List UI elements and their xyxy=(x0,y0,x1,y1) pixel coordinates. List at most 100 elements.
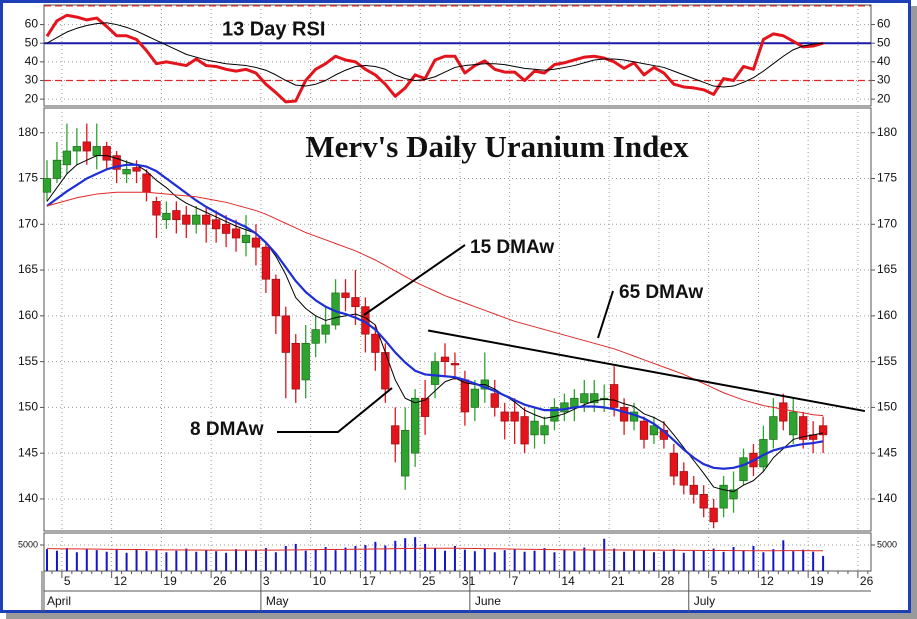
volume-bar xyxy=(623,551,626,571)
y-tick-label: 30 xyxy=(877,73,891,87)
candle-body xyxy=(689,484,698,495)
volume-bar xyxy=(175,550,178,571)
volume-bar xyxy=(563,549,566,571)
y-tick-label: 5000 xyxy=(877,539,897,549)
candle-body xyxy=(391,425,400,445)
volume-bar xyxy=(414,537,417,571)
candle-body xyxy=(799,416,808,440)
y-tick-label: 170 xyxy=(18,216,38,230)
volume-bar xyxy=(374,541,377,571)
y-tick-label: 140 xyxy=(877,491,897,505)
candle-body xyxy=(609,384,619,408)
volume-bar xyxy=(46,549,48,571)
volume-bar xyxy=(652,552,655,571)
volume-bar xyxy=(284,546,287,571)
volume-bar xyxy=(155,550,158,571)
volume-panel xyxy=(43,532,872,572)
volume-bar xyxy=(662,551,665,571)
volume-bar xyxy=(334,550,337,571)
volume-bar xyxy=(235,549,238,571)
y-tick-label: 180 xyxy=(18,125,38,139)
x-tick-label: 12 xyxy=(114,574,128,588)
volume-bar xyxy=(85,548,88,571)
candle-body xyxy=(182,214,191,225)
y-tick-label: 50 xyxy=(877,35,891,49)
annotation-15: 15 DMAw xyxy=(470,237,554,258)
volume-bar xyxy=(543,548,546,571)
y-tick-label: 40 xyxy=(877,54,891,68)
candle-body xyxy=(102,146,111,161)
volume-bar xyxy=(354,546,357,571)
candle-body xyxy=(311,329,320,344)
month-label: July xyxy=(694,594,715,608)
candle-body xyxy=(92,146,101,156)
volume-bar xyxy=(762,552,765,571)
y-tick-label: 50 xyxy=(25,35,39,49)
y-tick-label: 20 xyxy=(25,91,39,105)
candle-body xyxy=(351,297,360,308)
candle-body xyxy=(42,178,52,193)
candle-body xyxy=(520,416,529,445)
candle-body xyxy=(321,324,330,335)
y-tick-label: 165 xyxy=(877,262,897,276)
volume-bar xyxy=(65,548,68,571)
volume-bar xyxy=(483,548,486,571)
volume-bar xyxy=(742,550,745,571)
volume-bar xyxy=(752,546,755,571)
month-label: May xyxy=(266,594,289,608)
candle-body xyxy=(142,173,151,193)
volume-bar xyxy=(463,549,466,571)
volume-bar xyxy=(772,549,775,571)
volume-bar xyxy=(722,551,725,571)
annotation-pointer xyxy=(277,387,393,433)
volume-bar xyxy=(185,548,188,571)
candle-body xyxy=(779,402,788,422)
y-tick-label: 175 xyxy=(877,171,897,185)
candle-body xyxy=(570,397,579,408)
candle-body xyxy=(679,471,688,486)
candle-body xyxy=(82,141,91,152)
candle-body xyxy=(72,146,82,152)
x-tick-label: 5 xyxy=(711,574,718,588)
candle-body xyxy=(450,363,460,366)
candle-body xyxy=(172,210,181,221)
candle-body xyxy=(500,411,509,422)
candle-body xyxy=(122,168,131,175)
volume-bar xyxy=(533,550,536,571)
rsi-panel xyxy=(43,4,872,107)
candle-body xyxy=(401,429,410,477)
volume-bar xyxy=(822,555,825,571)
candle-body xyxy=(530,420,539,436)
volume-bar xyxy=(633,550,636,571)
volume-bar xyxy=(643,549,645,571)
volume-bar xyxy=(613,548,616,571)
volume-bar xyxy=(802,549,805,571)
y-tick-label: 145 xyxy=(877,445,897,459)
x-tick-label: 31 xyxy=(462,574,476,588)
candle-body xyxy=(510,411,519,422)
volume-bar xyxy=(712,548,715,571)
x-tick-label: 5 xyxy=(64,574,71,588)
candle-body xyxy=(261,246,271,280)
y-tick-label: 155 xyxy=(18,354,38,368)
chart-title: Merv's Daily Uranium Index xyxy=(305,129,689,164)
x-tick-label: 12 xyxy=(760,574,774,588)
volume-bar xyxy=(424,543,427,571)
candle-body xyxy=(580,393,589,404)
y-tick-label: 20 xyxy=(877,91,891,105)
volume-bar xyxy=(702,550,705,571)
candle-body xyxy=(231,228,241,239)
volume-bar xyxy=(55,550,58,571)
moving-average xyxy=(46,155,824,493)
y-tick-label: 30 xyxy=(25,73,39,87)
candle-body xyxy=(52,159,62,179)
volume-bar xyxy=(782,540,785,571)
y-tick-label: 170 xyxy=(877,216,897,230)
candle-body xyxy=(411,397,420,454)
candle-body xyxy=(420,397,430,417)
volume-bar xyxy=(523,551,526,571)
x-tick-label: 14 xyxy=(561,574,575,588)
candle-body xyxy=(729,489,738,500)
volume-bar xyxy=(314,549,317,571)
